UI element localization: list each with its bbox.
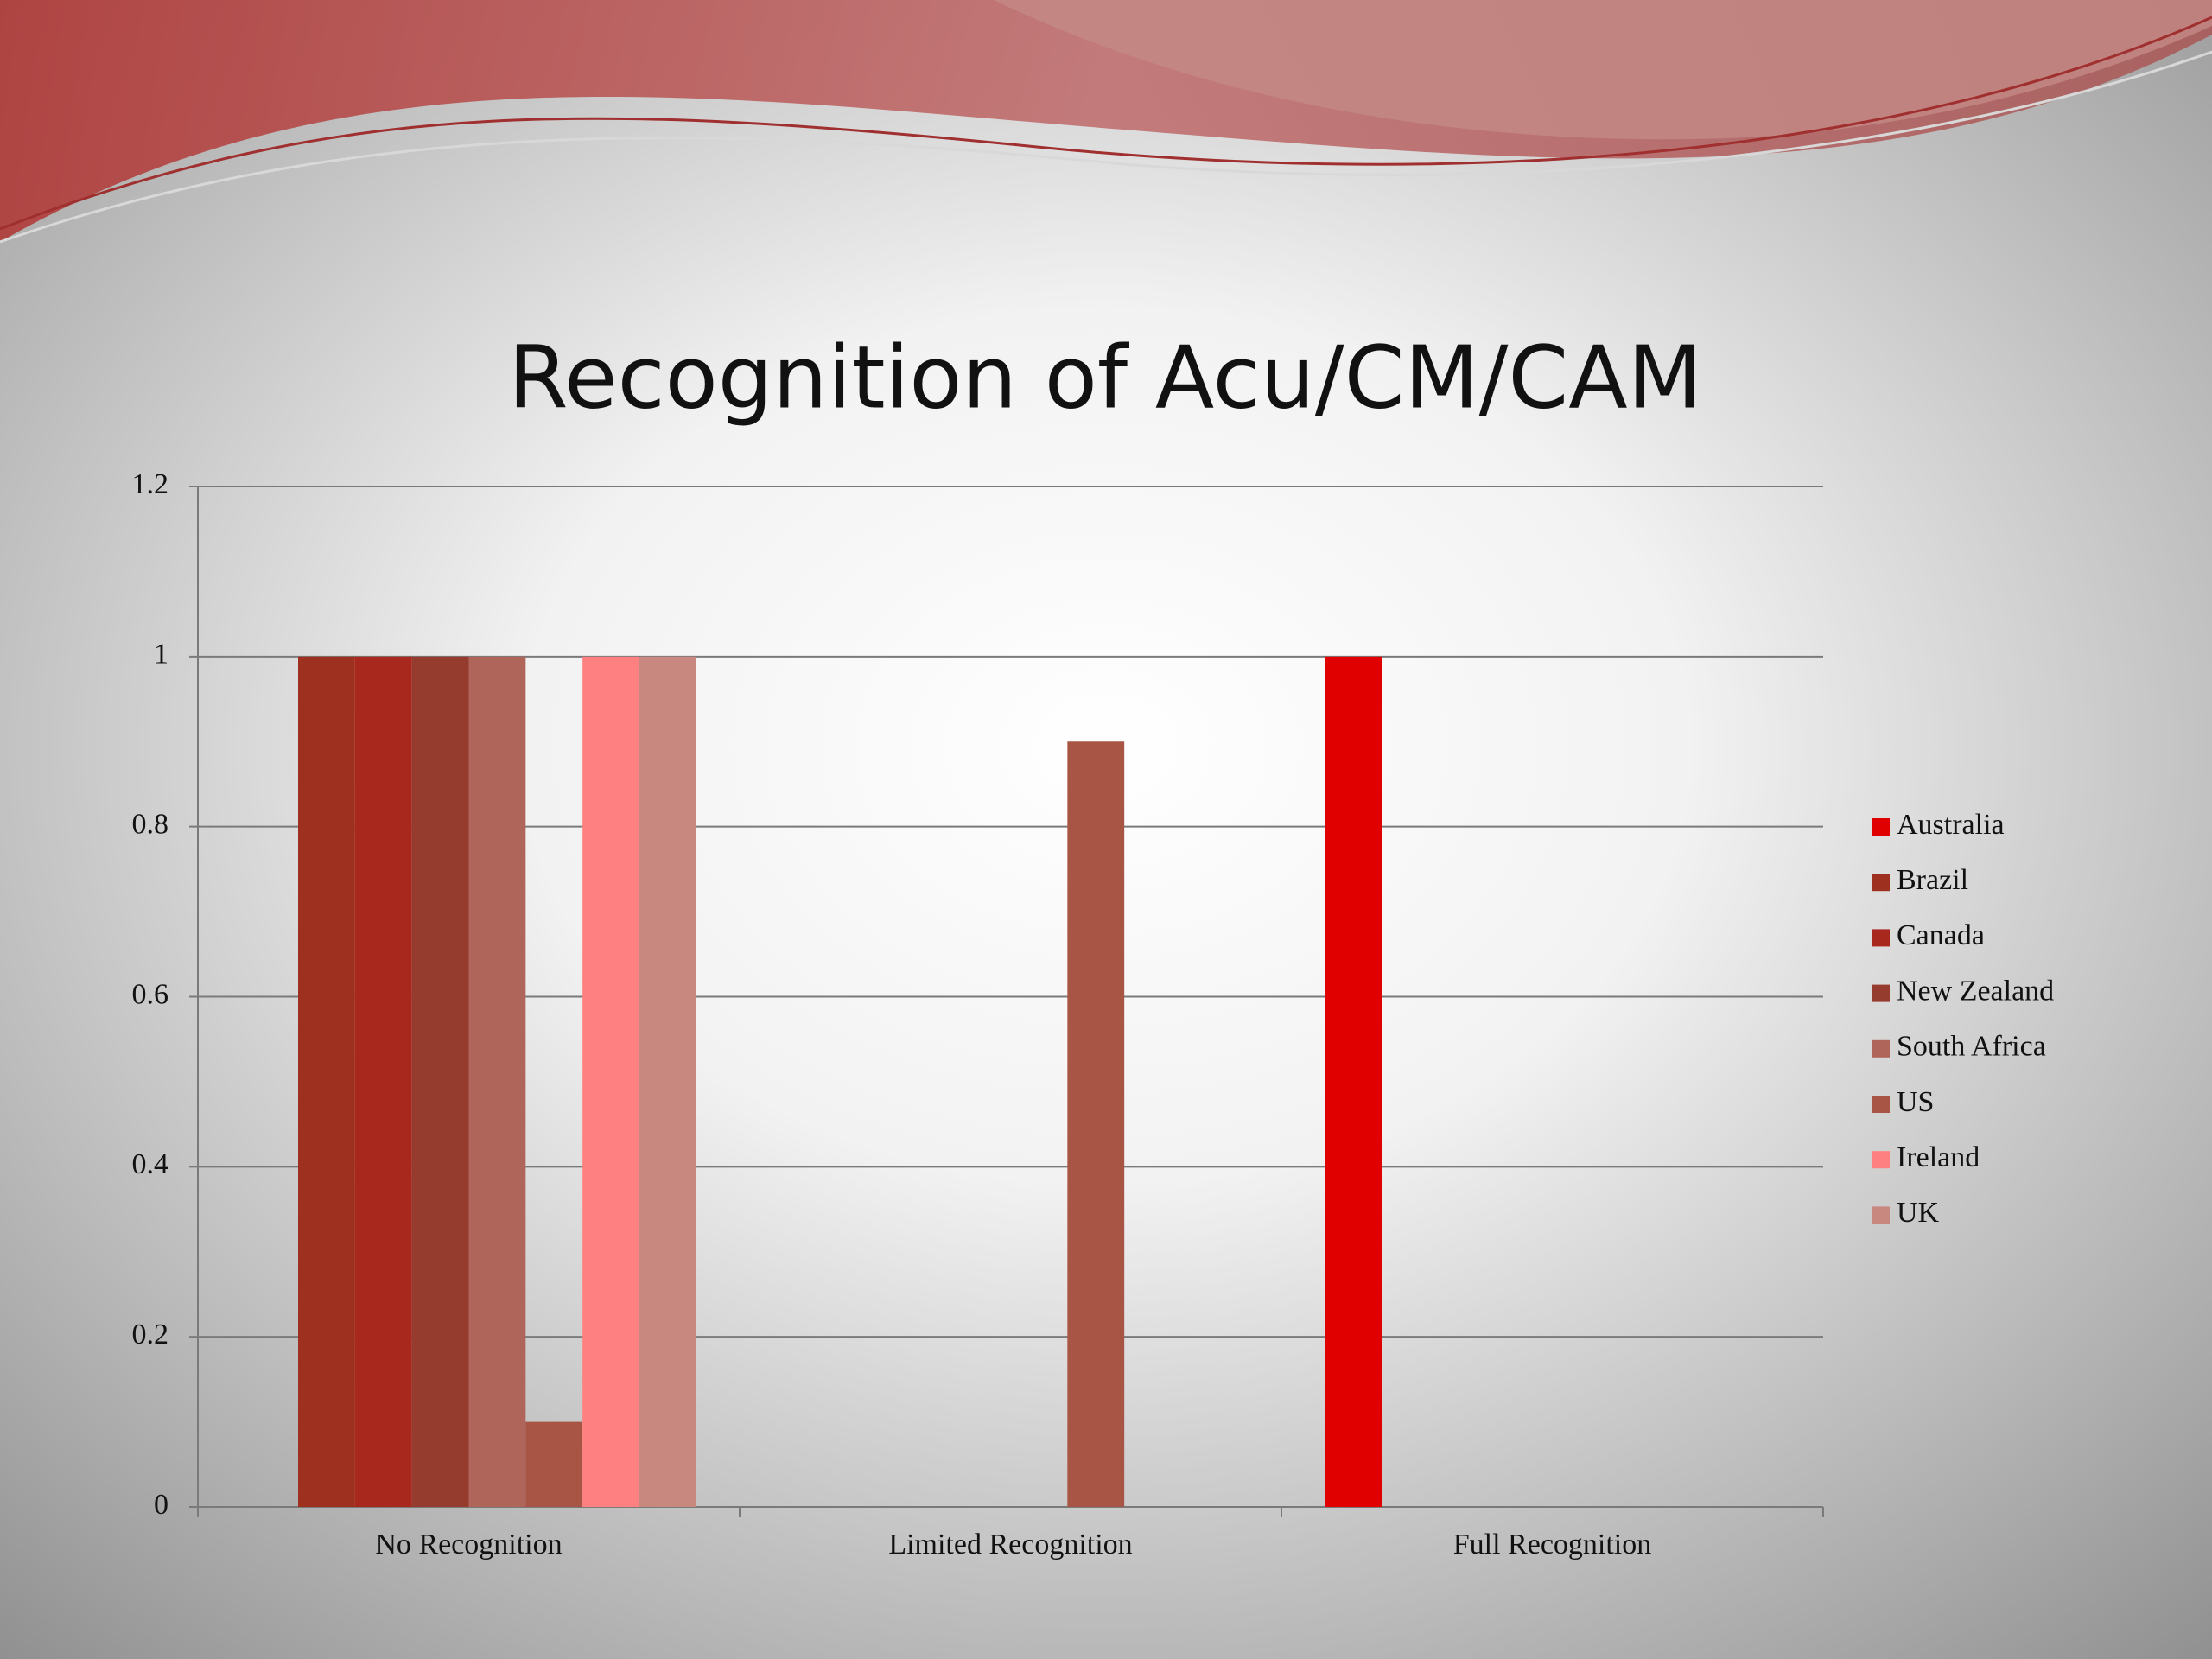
header-wave-light — [994, 0, 2212, 140]
bar — [411, 656, 469, 1507]
legend-swatch — [1872, 1206, 1890, 1224]
legend-swatch — [1872, 984, 1890, 1002]
legend-swatch — [1872, 929, 1890, 947]
bar — [525, 1421, 583, 1507]
y-tick-label: 0.4 — [132, 1148, 169, 1180]
bar — [1067, 741, 1125, 1507]
y-tick-label: 0 — [154, 1489, 168, 1521]
x-tick-label: Full Recognition — [1453, 1529, 1652, 1560]
y-tick-label: 0.8 — [132, 808, 169, 840]
bar — [354, 656, 412, 1507]
y-tick-label: 1.2 — [132, 468, 169, 500]
bar — [468, 656, 526, 1507]
chart-title: Recognition of Acu/CM/CAM — [508, 327, 1702, 428]
y-tick-label: 0.2 — [132, 1319, 169, 1351]
header-line — [0, 50, 2212, 244]
legend-label: South Africa — [1897, 1031, 2046, 1063]
y-tick-label: 1 — [154, 639, 168, 671]
legend-label: Brazil — [1897, 864, 1968, 896]
legend-label: UK — [1897, 1197, 1940, 1229]
y-tick-label: 0.6 — [132, 978, 169, 1010]
legend-swatch — [1872, 1039, 1890, 1058]
bar — [582, 656, 640, 1507]
bar — [297, 656, 355, 1507]
bar — [1325, 656, 1382, 1507]
legend-swatch — [1872, 818, 1890, 836]
bar — [639, 656, 696, 1507]
legend-label: Canada — [1897, 919, 1985, 951]
legend-label: Ireland — [1897, 1141, 1980, 1173]
x-tick-label: No Recognition — [375, 1529, 562, 1560]
legend-swatch — [1872, 874, 1890, 892]
legend-swatch — [1872, 1096, 1890, 1113]
header-line — [0, 16, 2212, 231]
legend-label: Australia — [1897, 809, 2005, 841]
legend-label: US — [1897, 1086, 1934, 1118]
x-tick-label: Limited Recognition — [888, 1529, 1132, 1560]
legend-swatch — [1872, 1151, 1890, 1169]
legend-label: New Zealand — [1897, 975, 2054, 1007]
